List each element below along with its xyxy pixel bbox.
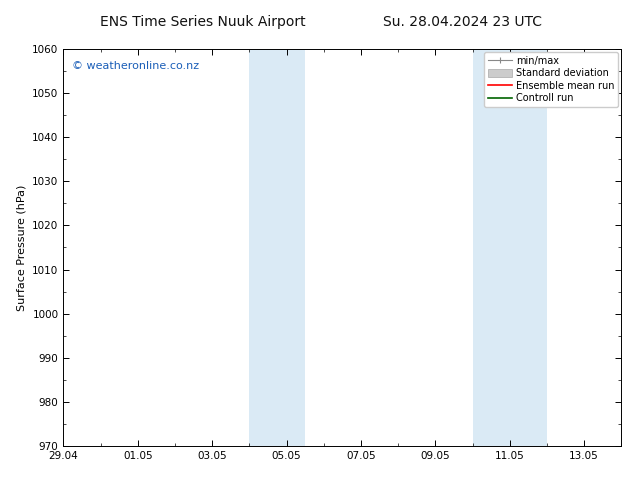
Legend: min/max, Standard deviation, Ensemble mean run, Controll run: min/max, Standard deviation, Ensemble me…	[484, 52, 618, 107]
Bar	[249, 49, 305, 446]
Text: Su. 28.04.2024 23 UTC: Su. 28.04.2024 23 UTC	[384, 15, 542, 29]
Bar	[472, 49, 547, 446]
Text: ENS Time Series Nuuk Airport: ENS Time Series Nuuk Airport	[100, 15, 306, 29]
Y-axis label: Surface Pressure (hPa): Surface Pressure (hPa)	[16, 184, 27, 311]
Text: © weatheronline.co.nz: © weatheronline.co.nz	[72, 61, 199, 71]
